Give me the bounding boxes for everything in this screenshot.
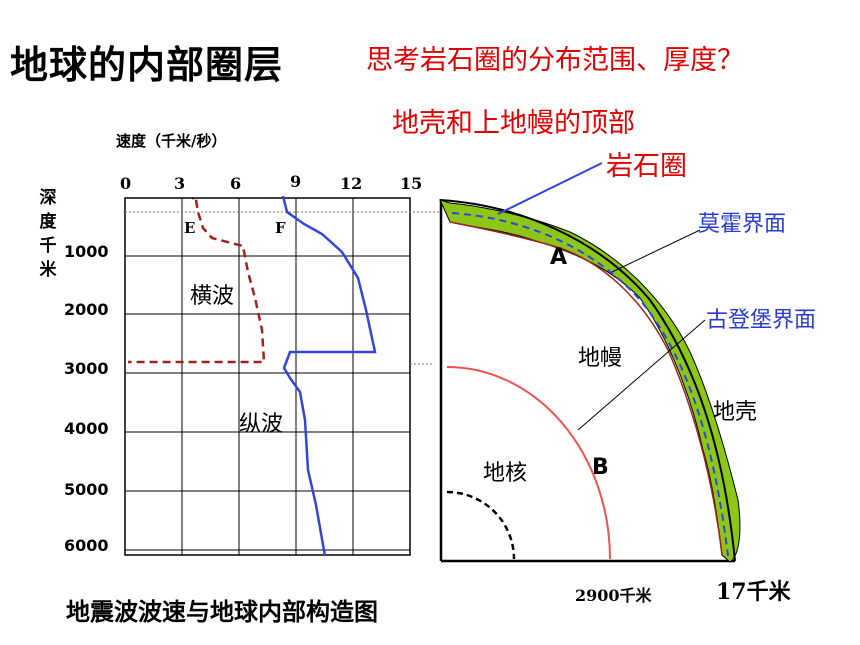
crust-bottom-edge (449, 221, 723, 556)
speed-tick: 15 (400, 174, 423, 193)
earth-surface (439, 199, 736, 562)
depth-tick: 4000 (64, 419, 109, 438)
core-label: 地核 (483, 461, 528, 486)
lithosphere-annotation: 岩石圈 (606, 151, 687, 182)
question-text: 思考岩石圈的分布范围、厚度？ (366, 45, 744, 76)
speed-tick: 0 (120, 174, 132, 193)
speed-axis-label: 速度（千米/秒） (116, 132, 227, 150)
lithosphere-pointer (497, 162, 603, 215)
core-boundary-arc (446, 366, 611, 560)
moho-pointer (611, 229, 701, 273)
speed-tick: 9 (290, 172, 302, 191)
marker-b: B (592, 455, 609, 480)
marker-a: A (550, 245, 568, 270)
depth-tick: 6000 (64, 536, 109, 555)
guide-lines (125, 211, 440, 365)
moho-line (451, 212, 729, 557)
p-wave-curve (281, 195, 377, 557)
depth-tick: 5000 (64, 480, 109, 499)
gutenberg-label: 古登堡界面 (706, 308, 817, 333)
depth-tick: 3000 (64, 359, 109, 378)
crust-band (439, 199, 741, 563)
gutenberg-pointer (577, 319, 706, 431)
s-wave-marker-e: E (184, 219, 196, 237)
crust-depth-label: 17千米 (716, 579, 791, 605)
speed-tick: 6 (230, 174, 242, 193)
figure-caption: 地震波波速与地球内部构造图 (66, 598, 378, 626)
moho-label: 莫霍界面 (698, 212, 787, 237)
chart-grid (124, 197, 411, 556)
s-wave-top-dots (191, 197, 197, 201)
crust-mantle-annotation: 地壳和上地幔的顶部 (392, 108, 635, 139)
mantle-label: 地幔 (578, 346, 623, 371)
depth-axis-label: 深度千米 (39, 188, 57, 280)
page-title: 地球的内部圈层 (10, 43, 284, 87)
longitudinal-wave-label: 纵波 (239, 412, 284, 437)
speed-tick: 12 (340, 174, 363, 193)
transverse-wave-label: 横波 (190, 284, 235, 309)
speed-tick: 3 (174, 174, 186, 193)
depth-tick: 2000 (64, 300, 109, 319)
inner-core-arc (446, 490, 516, 560)
core-depth-label: 2900千米 (575, 586, 652, 605)
depth-tick: 1000 (64, 242, 109, 261)
crust-label: 地壳 (713, 400, 758, 425)
p-wave-marker-f: F (275, 219, 286, 237)
s-wave-curve (128, 199, 266, 364)
